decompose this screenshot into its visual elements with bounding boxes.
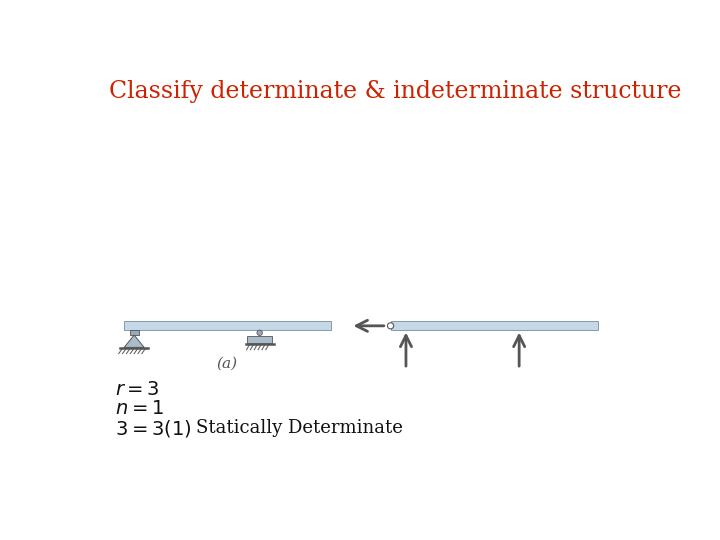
Text: $n=1$: $n=1$ [115, 400, 164, 418]
Circle shape [387, 323, 394, 329]
FancyBboxPatch shape [390, 321, 598, 330]
FancyBboxPatch shape [130, 330, 139, 335]
Text: $3=3(1)$: $3=3(1)$ [115, 418, 192, 438]
Circle shape [257, 330, 262, 335]
Text: Classify determinate & indeterminate structure: Classify determinate & indeterminate str… [109, 80, 681, 103]
Text: $r=3$: $r=3$ [115, 381, 160, 399]
Text: Statically Determinate: Statically Determinate [196, 419, 402, 437]
FancyBboxPatch shape [124, 321, 330, 330]
FancyBboxPatch shape [248, 336, 272, 343]
Text: (a): (a) [216, 356, 237, 370]
Polygon shape [124, 335, 144, 347]
